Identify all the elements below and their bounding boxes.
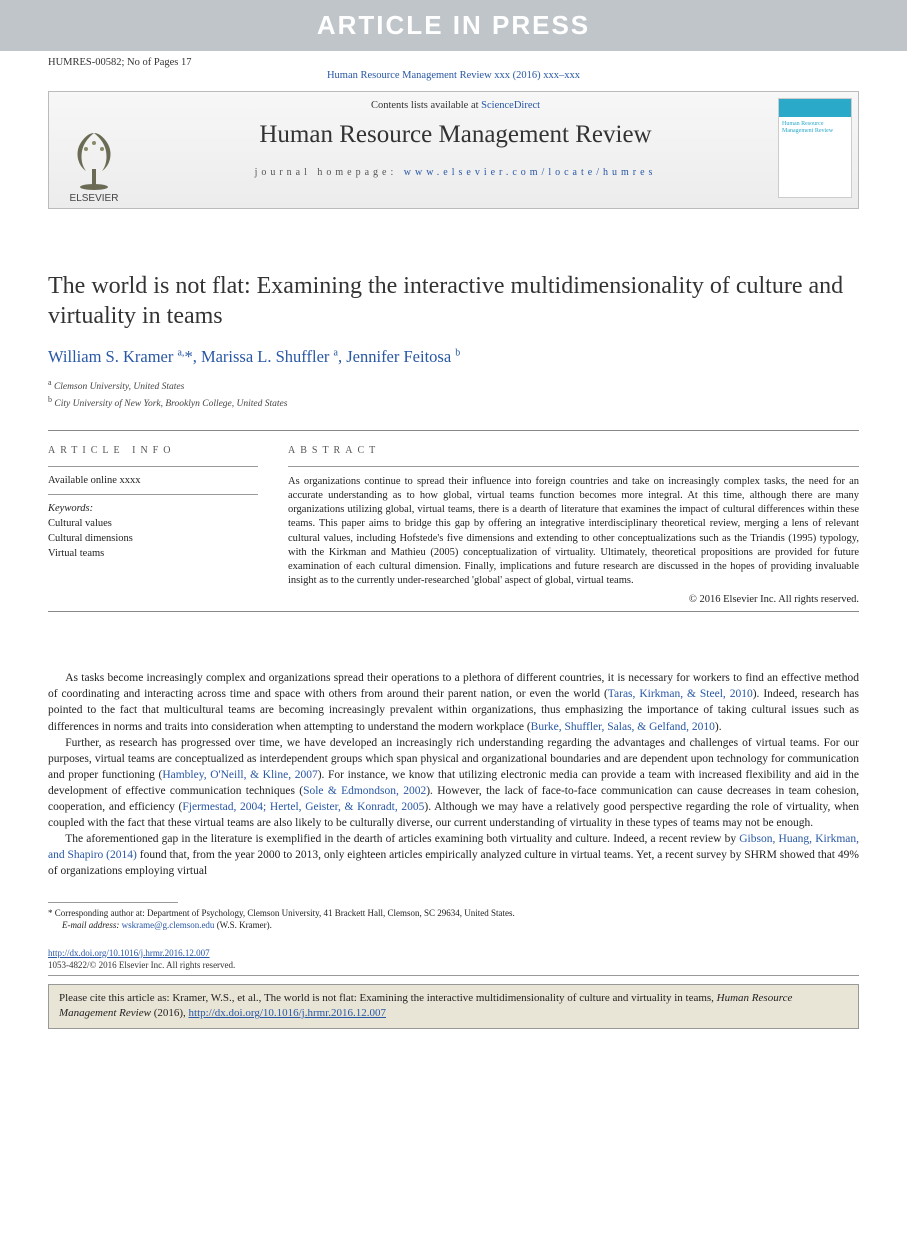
footnotes: * Corresponding author at: Department of… <box>48 903 859 931</box>
divider <box>48 430 859 431</box>
cover-thumb-wrap: Human Resource Management Review <box>772 92 858 208</box>
authors-line: William S. Kramer a,*, Marissa L. Shuffl… <box>48 347 859 367</box>
issn-copyright: 1053-4822/© 2016 Elsevier Inc. All right… <box>48 959 859 971</box>
email-label: E-mail address: <box>62 920 122 930</box>
abstract-text: As organizations continue to spread thei… <box>288 471 859 588</box>
divider <box>48 975 859 976</box>
info-abstract-row: article info Available online xxxx Keywo… <box>48 439 859 605</box>
article-info-heading: article info <box>48 439 258 462</box>
author-1[interactable]: William S. Kramer <box>48 347 177 366</box>
keyword-3: Virtual teams <box>48 548 258 563</box>
divider <box>48 611 859 612</box>
citation-link[interactable]: Sole & Edmondson, 2002 <box>303 785 426 797</box>
citation-link[interactable]: Fjermestad, 2004; Hertel, Geister, & Kon… <box>182 801 424 813</box>
abstract-column: abstract As organizations continue to sp… <box>288 439 859 605</box>
manuscript-id: HUMRES-00582; No of Pages 17 <box>48 57 192 68</box>
affiliations: a Clemson University, United States b Ci… <box>48 377 859 412</box>
divider <box>48 466 258 467</box>
doi-link[interactable]: http://dx.doi.org/10.1016/j.hrmr.2016.12… <box>48 948 210 958</box>
citation-year: (2016), <box>151 1007 189 1019</box>
available-online: Available online xxxx <box>48 471 258 490</box>
abstract-heading: abstract <box>288 439 859 462</box>
article-title: The world is not flat: Examining the int… <box>48 271 859 331</box>
abstract-copyright: © 2016 Elsevier Inc. All rights reserved… <box>288 588 859 605</box>
homepage-line: journal homepage: www.elsevier.com/locat… <box>139 167 772 178</box>
citation-box: Please cite this article as: Kramer, W.S… <box>48 984 859 1029</box>
divider <box>288 466 859 467</box>
author-3-aff: b <box>455 348 460 359</box>
aff-b: City University of New York, Brooklyn Co… <box>52 400 287 410</box>
article-info-column: article info Available online xxxx Keywo… <box>48 439 258 605</box>
author-2[interactable]: , Marissa L. Shuffler <box>193 347 334 366</box>
divider <box>48 494 258 495</box>
homepage-prefix: journal homepage: <box>255 167 404 178</box>
paragraph-3: The aforementioned gap in the literature… <box>48 831 859 879</box>
homepage-link[interactable]: www.elsevier.com/locate/humres <box>404 167 657 178</box>
aff-a: Clemson University, United States <box>52 382 185 392</box>
sciencedirect-link[interactable]: ScienceDirect <box>481 100 540 111</box>
journal-name: Human Resource Management Review <box>139 121 772 149</box>
author-3[interactable]: , Jennifer Feitosa <box>338 347 455 366</box>
journal-issue-line: Human Resource Management Review xxx (20… <box>0 68 907 81</box>
contents-prefix: Contents lists available at <box>371 100 481 111</box>
cover-title: Human Resource Management Review <box>779 117 851 139</box>
email-suffix: (W.S. Kramer). <box>214 920 271 930</box>
journal-cover-thumb: Human Resource Management Review <box>778 98 852 198</box>
article-in-press-banner: ARTICLE IN PRESS <box>0 0 907 51</box>
publisher-block: ELSEVIER <box>49 92 139 208</box>
keyword-1: Cultural values <box>48 518 258 533</box>
body-text: As tasks become increasingly complex and… <box>48 670 859 879</box>
corresponding-author: Corresponding author at: Department of P… <box>53 908 515 918</box>
citation-doi-link[interactable]: http://dx.doi.org/10.1016/j.hrmr.2016.12… <box>189 1007 387 1019</box>
corresponding-star: * <box>184 347 192 366</box>
masthead: ELSEVIER Contents lists available at Sci… <box>48 91 859 209</box>
paragraph-2: Further, as research has progressed over… <box>48 735 859 832</box>
contents-line: Contents lists available at ScienceDirec… <box>139 100 772 111</box>
keywords-heading: Keywords: <box>48 499 258 518</box>
citation-link[interactable]: Hambley, O'Neill, & Kline, 2007 <box>162 769 317 781</box>
citation-link[interactable]: Taras, Kirkman, & Steel, 2010 <box>608 688 753 700</box>
elsevier-tree-icon <box>66 129 122 191</box>
keyword-2: Cultural dimensions <box>48 533 258 548</box>
doi-block: http://dx.doi.org/10.1016/j.hrmr.2016.12… <box>48 947 859 971</box>
citation-link[interactable]: Burke, Shuffler, Salas, & Gelfand, 2010 <box>531 721 715 733</box>
publisher-name: ELSEVIER <box>70 193 119 204</box>
header-meta-row: HUMRES-00582; No of Pages 17 <box>0 51 907 68</box>
email-link[interactable]: wskrame@g.clemson.edu <box>122 920 215 930</box>
paragraph-1: As tasks become increasingly complex and… <box>48 670 859 734</box>
masthead-center: Contents lists available at ScienceDirec… <box>139 92 772 208</box>
citation-prefix: Please cite this article as: Kramer, W.S… <box>59 992 717 1004</box>
